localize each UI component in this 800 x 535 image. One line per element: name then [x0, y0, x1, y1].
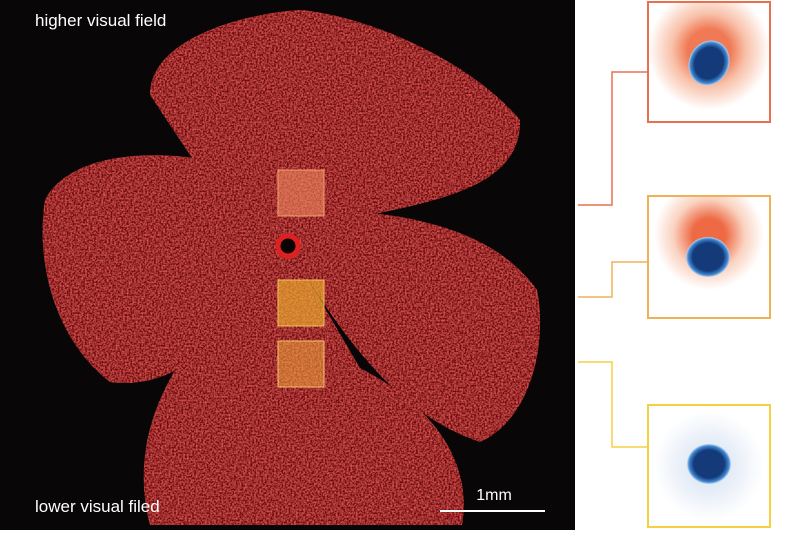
- connector: [578, 261, 648, 298]
- region-lower: [277, 340, 325, 388]
- bottom-label: lower visual filed: [35, 497, 160, 516]
- retina: [42, 10, 541, 525]
- region-middle: [277, 279, 325, 327]
- region-upper: [277, 169, 325, 217]
- field-panel: [647, 1, 771, 123]
- optic-disc: [275, 233, 301, 259]
- connector: [578, 361, 648, 448]
- field-panel: [647, 404, 771, 528]
- field-panel: [647, 195, 771, 319]
- connector: [578, 71, 648, 206]
- scale-label: 1mm: [476, 487, 512, 504]
- top-label: higher visual field: [35, 11, 166, 30]
